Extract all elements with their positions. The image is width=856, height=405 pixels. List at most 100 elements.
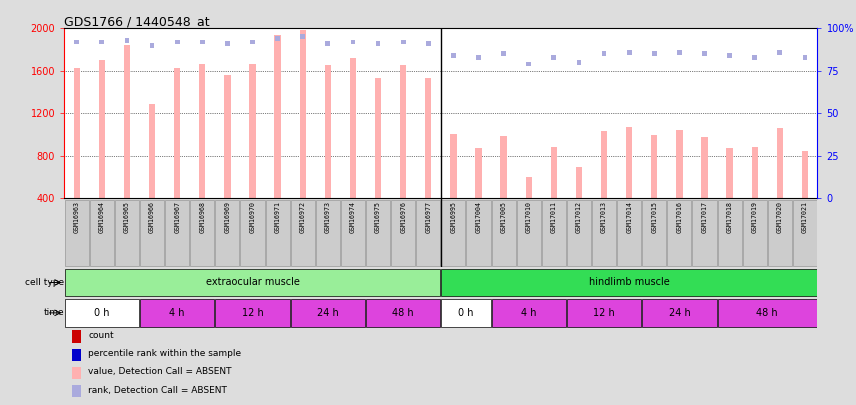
Bar [576, 166, 582, 198]
Bar [642, 299, 716, 326]
Text: GSM17014: GSM17014 [626, 200, 633, 232]
Bar [592, 200, 616, 266]
Bar [366, 200, 390, 266]
Bar [224, 75, 230, 198]
Text: GSM16967: GSM16967 [174, 200, 181, 232]
Text: GSM16977: GSM16977 [425, 200, 431, 232]
Point [321, 40, 335, 47]
Point [547, 54, 561, 60]
Bar [776, 128, 783, 198]
Text: GSM17018: GSM17018 [727, 200, 733, 232]
Bar [316, 200, 340, 266]
Text: GSM17005: GSM17005 [501, 200, 507, 232]
Bar [241, 200, 265, 266]
Text: 4 h: 4 h [169, 308, 185, 318]
Bar [752, 147, 758, 198]
Bar [567, 200, 591, 266]
Text: 48 h: 48 h [757, 308, 778, 318]
Bar [72, 330, 80, 343]
Point [496, 51, 510, 57]
Bar [416, 200, 440, 266]
Bar [491, 200, 515, 266]
Text: GSM16968: GSM16968 [199, 200, 205, 232]
Text: GSM17019: GSM17019 [752, 200, 758, 232]
Text: GSM16974: GSM16974 [350, 200, 356, 232]
Bar [517, 200, 541, 266]
Bar [300, 30, 306, 198]
Bar [668, 200, 692, 266]
Text: hindlimb muscle: hindlimb muscle [589, 277, 669, 288]
Bar [275, 35, 281, 198]
Point [396, 39, 410, 45]
Text: 24 h: 24 h [669, 308, 690, 318]
Bar [475, 149, 482, 198]
Bar [717, 299, 817, 326]
Bar [291, 299, 365, 326]
Bar [65, 299, 139, 326]
Text: GSM17010: GSM17010 [526, 200, 532, 232]
Bar [442, 299, 490, 326]
Bar [601, 132, 607, 198]
Point [170, 39, 184, 45]
Text: GSM16975: GSM16975 [375, 200, 381, 232]
Bar [450, 134, 456, 198]
Point [270, 35, 284, 42]
Text: GSM17021: GSM17021 [802, 200, 808, 232]
Text: count: count [88, 331, 114, 340]
Point [221, 40, 235, 47]
Text: GSM17017: GSM17017 [701, 200, 708, 232]
Text: GSM16995: GSM16995 [450, 200, 456, 232]
Bar [467, 200, 490, 266]
Bar [550, 147, 557, 198]
Point [120, 37, 134, 43]
Bar [693, 200, 716, 266]
Text: GSM16964: GSM16964 [98, 200, 105, 232]
Bar [115, 200, 139, 266]
Bar [216, 299, 289, 326]
Text: 4 h: 4 h [521, 308, 537, 318]
Text: rank, Detection Call = ABSENT: rank, Detection Call = ABSENT [88, 386, 227, 394]
Bar [542, 200, 566, 266]
Text: GSM16976: GSM16976 [400, 200, 407, 232]
Bar [717, 200, 741, 266]
Bar [425, 78, 431, 198]
Point [522, 61, 536, 67]
Point [472, 54, 485, 60]
Text: 12 h: 12 h [241, 308, 264, 318]
Text: GSM16963: GSM16963 [74, 200, 80, 232]
Bar [567, 299, 641, 326]
Bar [617, 200, 641, 266]
Point [647, 51, 661, 57]
Point [698, 51, 711, 57]
Bar [375, 78, 381, 198]
Bar [72, 367, 80, 379]
Bar [124, 45, 130, 198]
Bar [72, 349, 80, 361]
Bar [727, 149, 733, 198]
Text: percentile rank within the sample: percentile rank within the sample [88, 349, 241, 358]
Text: GSM17012: GSM17012 [576, 200, 582, 232]
Bar [442, 200, 466, 266]
Point [447, 52, 461, 59]
Bar [802, 151, 808, 198]
Text: 24 h: 24 h [317, 308, 339, 318]
Text: GSM16970: GSM16970 [249, 200, 256, 232]
Bar [149, 104, 155, 198]
Point [95, 39, 109, 45]
Bar [793, 200, 817, 266]
Point [597, 51, 611, 57]
Bar [324, 65, 331, 198]
Bar [768, 200, 792, 266]
Bar [265, 200, 289, 266]
Text: GSM17020: GSM17020 [776, 200, 783, 232]
Point [372, 40, 385, 47]
Bar [90, 200, 114, 266]
Text: 0 h: 0 h [94, 308, 110, 318]
Text: GSM16966: GSM16966 [149, 200, 155, 232]
Text: GSM17013: GSM17013 [601, 200, 607, 232]
Point [622, 49, 636, 55]
Bar [65, 200, 89, 266]
Text: GSM17015: GSM17015 [651, 200, 657, 232]
Bar [651, 134, 657, 198]
Point [246, 39, 259, 45]
